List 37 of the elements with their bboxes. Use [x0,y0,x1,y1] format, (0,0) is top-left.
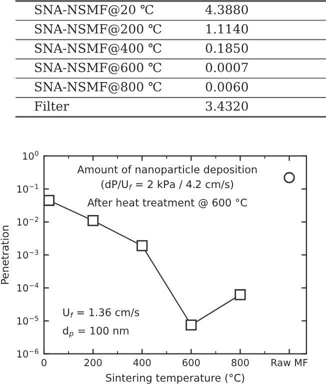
annotation: After heat treatment @ 600 °C [87,198,247,208]
text: 0.1850 [206,43,248,53]
y-tick-label: 10$^{−4}$ [17,282,38,292]
point [234,289,246,300]
x-tick-label: 400 [133,358,151,366]
text: Filter [34,101,70,111]
annotation: Amount of nanoparticle deposition (dP/U$_{f}$ = 2 kPa / 4.2 cm/s) [77,165,257,190]
x-tick-label: 0 [42,358,46,366]
text: 1.1140 [206,24,248,34]
y-tick-label: 10$^{−1}$ [17,184,38,193]
y-axis-title: Penetration [0,226,9,284]
y-tick-label: 10$^{−3}$ [17,250,38,259]
x-tick-label: Raw MF [271,359,308,366]
x-tick-label: 600 [182,358,200,366]
point [284,172,295,184]
y-tick-label: 10$^{0}$ [23,150,38,160]
x-axis-title: Sintering temperature (°C) [106,374,244,384]
text: 3.4320 [206,101,248,111]
text: SNA-NSMF@800 ℃ [35,82,162,94]
annotation: d$_{p}$ = 100 nm [62,326,128,338]
point [88,215,99,226]
x-tick-label: 200 [84,358,102,366]
text: SNA-NSMF@400 ℃ [35,43,162,55]
text: SNA-NSMF@20 ℃ [35,4,154,16]
annotation: U$_{f}$ = 1.36 cm/s [63,308,140,318]
y-tick-label: 10$^{−5}$ [17,316,38,325]
text: SNA-NSMF@200 ℃ [35,24,162,36]
x-tick-label: 800 [232,358,249,366]
text: 0.0007 [206,62,248,72]
y-tick-label: 10$^{−2}$ [17,216,38,226]
point [44,194,54,206]
text: 0.0060 [206,82,248,92]
text: 4.3880 [205,4,248,14]
point [186,319,197,331]
text: SNA-NSMF@600 ℃ [35,62,162,74]
point [136,240,148,252]
y-tick-label: 10$^{−6}$ [17,348,38,358]
